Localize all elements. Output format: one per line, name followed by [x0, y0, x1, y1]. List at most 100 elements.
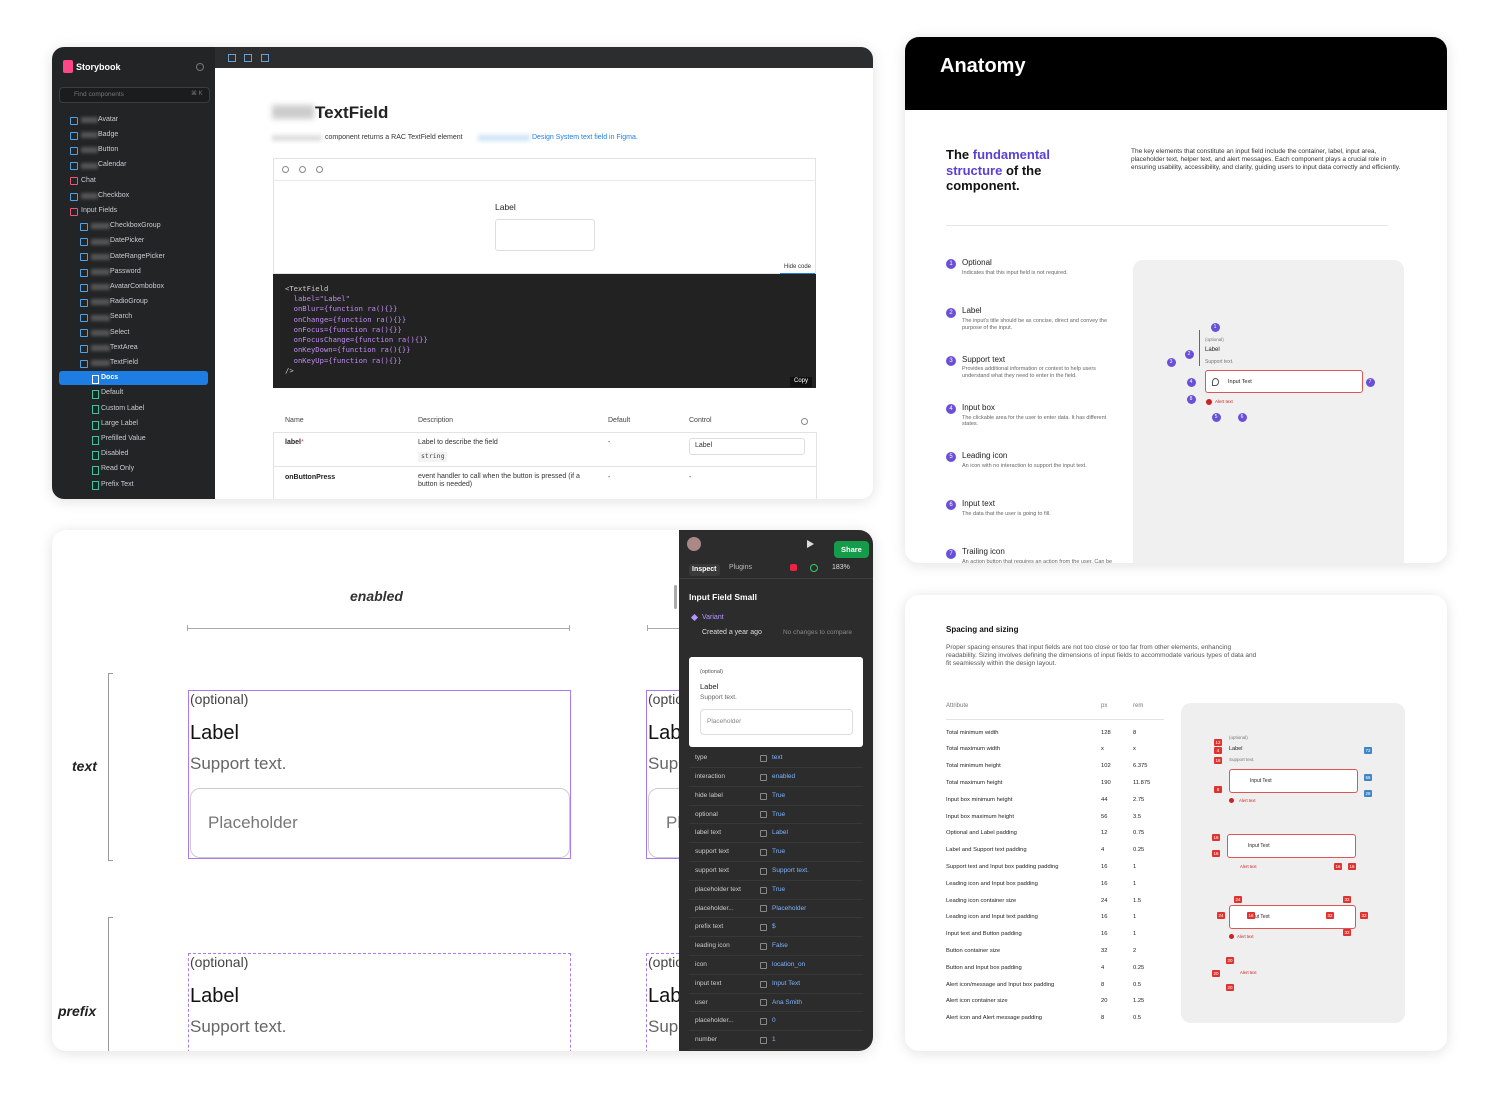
zoom-icon [299, 166, 306, 173]
size-badge: 28 [1364, 790, 1372, 798]
doc-link[interactable]: Design System text field in Figma. [532, 133, 638, 141]
play-icon [807, 540, 814, 548]
diagram-alert: Alert text [1240, 864, 1257, 870]
tree-icon [70, 177, 78, 186]
prop-divider [689, 992, 863, 994]
prop-value[interactable]: True [772, 885, 786, 893]
sidebar-item[interactable]: Input Fields [81, 207, 118, 214]
diagram-alert: Alert text [1240, 970, 1257, 976]
prop-name: support text [695, 866, 729, 874]
scrollbar [674, 585, 677, 609]
sidebar-item[interactable]: Disabled [101, 450, 129, 458]
table-value: 16 [1101, 880, 1108, 887]
copy-button[interactable]: Copy [790, 377, 813, 387]
sidebar-item[interactable]: AvatarCombobox [110, 283, 164, 290]
optional-text: (optional) [190, 953, 249, 970]
prop-icon [760, 867, 767, 875]
zoom-level[interactable]: 183% [832, 563, 850, 571]
share-button[interactable]: Share [834, 540, 869, 558]
sidebar-item[interactable]: Prefilled Value [101, 435, 146, 442]
prop-value[interactable]: True [772, 848, 786, 856]
story-icon [92, 405, 99, 415]
sidebar-item[interactable]: Chat [81, 176, 96, 184]
table-value: 1 [1133, 914, 1137, 921]
prop-name: icon [695, 960, 707, 968]
sidebar-item[interactable]: DatePicker [110, 237, 145, 245]
sidebar-item[interactable]: Default [101, 389, 124, 397]
item-text: Indicates that this input field is not r… [962, 270, 1068, 276]
zoom-icon [316, 166, 323, 173]
blurred-prefix [91, 223, 110, 230]
column-rule-end [187, 625, 188, 631]
blurred-prefix [91, 269, 110, 275]
size-badge: 24 [1234, 896, 1242, 904]
search-placeholder[interactable]: Find components [74, 91, 124, 99]
control-value[interactable]: Label [695, 441, 713, 449]
sidebar-item[interactable]: Large Label [101, 419, 138, 427]
prop-value[interactable]: 0 [772, 1017, 776, 1025]
sidebar-item[interactable]: Custom Label [101, 404, 145, 412]
column-rule [187, 628, 569, 629]
prop-icon [760, 773, 767, 781]
storybook-panel: Storybook Find components ⌘ K Avatar Badge Bu… [52, 47, 873, 499]
sidebar-item[interactable]: Docs [101, 374, 119, 382]
prop-icon [760, 830, 767, 838]
table-header: px [1101, 703, 1108, 710]
prop-value[interactable]: enabled [772, 772, 796, 780]
sidebar-item[interactable]: DateRangePicker [110, 252, 165, 260]
item-text: An icon with no interaction to support t… [962, 462, 1087, 469]
prop-value[interactable]: Ana Smith [772, 998, 802, 1006]
sidebar-item[interactable]: Search [110, 313, 133, 321]
sidebar-item[interactable]: Checkbox [98, 191, 130, 199]
tab[interactable]: Plugins [729, 563, 752, 571]
sidebar-item[interactable]: Password [110, 267, 141, 275]
prop-value[interactable]: 1 [772, 1036, 776, 1044]
prop-value[interactable]: Input Text [772, 979, 801, 987]
prop-value[interactable]: Label [772, 829, 788, 837]
prop-value[interactable]: text [772, 754, 783, 762]
diagram-input [1227, 834, 1356, 858]
prop-value[interactable]: False [772, 942, 788, 950]
sidebar-item[interactable]: Badge [98, 131, 119, 138]
sidebar-item[interactable]: Prefix Text [101, 480, 134, 488]
sidebar-item[interactable]: Select [110, 328, 130, 336]
prop-value[interactable]: Placeholder [772, 904, 807, 912]
prop-icon [760, 1037, 767, 1044]
row-bracket [108, 917, 113, 1051]
sidebar-item[interactable]: RadioGroup [110, 298, 148, 306]
prop-value[interactable]: location_on [772, 960, 806, 968]
tree-icon [70, 131, 78, 140]
table-attribute: Alert icon container size [946, 998, 1008, 1005]
prop-value[interactable]: True [772, 810, 786, 818]
diagram-alert: Alert text [1237, 934, 1254, 940]
diagram-marker: 8 [1186, 395, 1196, 404]
table-value: 1.25 [1133, 998, 1145, 1005]
input-box [190, 788, 570, 858]
tab[interactable]: Inspect [689, 563, 720, 577]
sidebar-item[interactable]: Calendar [98, 161, 127, 169]
prop-value[interactable]: True [772, 791, 786, 799]
sidebar-item[interactable]: TextField [110, 359, 139, 366]
item-number: 4 [946, 404, 956, 414]
sidebar [52, 47, 215, 499]
item-number: 2 [946, 307, 956, 318]
prop-value[interactable]: $ [772, 923, 776, 931]
prop-icon [760, 999, 767, 1007]
sidebar-item[interactable]: TextArea [110, 343, 138, 351]
size-badge: 56 [1364, 774, 1372, 782]
sidebar-item[interactable]: CheckboxGroup [110, 222, 161, 230]
prop-default: - [608, 473, 611, 481]
diagram-label: Label [1229, 745, 1243, 752]
doc-description: component returns a RAC TextField elemen… [325, 133, 463, 141]
hide-code-button[interactable]: Hide code [780, 263, 816, 275]
sidebar-item[interactable]: Read Only [101, 465, 135, 473]
table-value: 32 [1101, 947, 1108, 954]
link-blur [478, 135, 530, 141]
table-value: 8 [1101, 1015, 1105, 1022]
diagram-support: Support text. [1205, 359, 1234, 365]
prop-value[interactable]: Support text. [772, 866, 809, 874]
sidebar-item[interactable]: Avatar [98, 115, 119, 123]
tree-icon [80, 222, 88, 231]
code-line: <TextField [285, 283, 329, 293]
sidebar-item[interactable]: Button [98, 146, 119, 154]
